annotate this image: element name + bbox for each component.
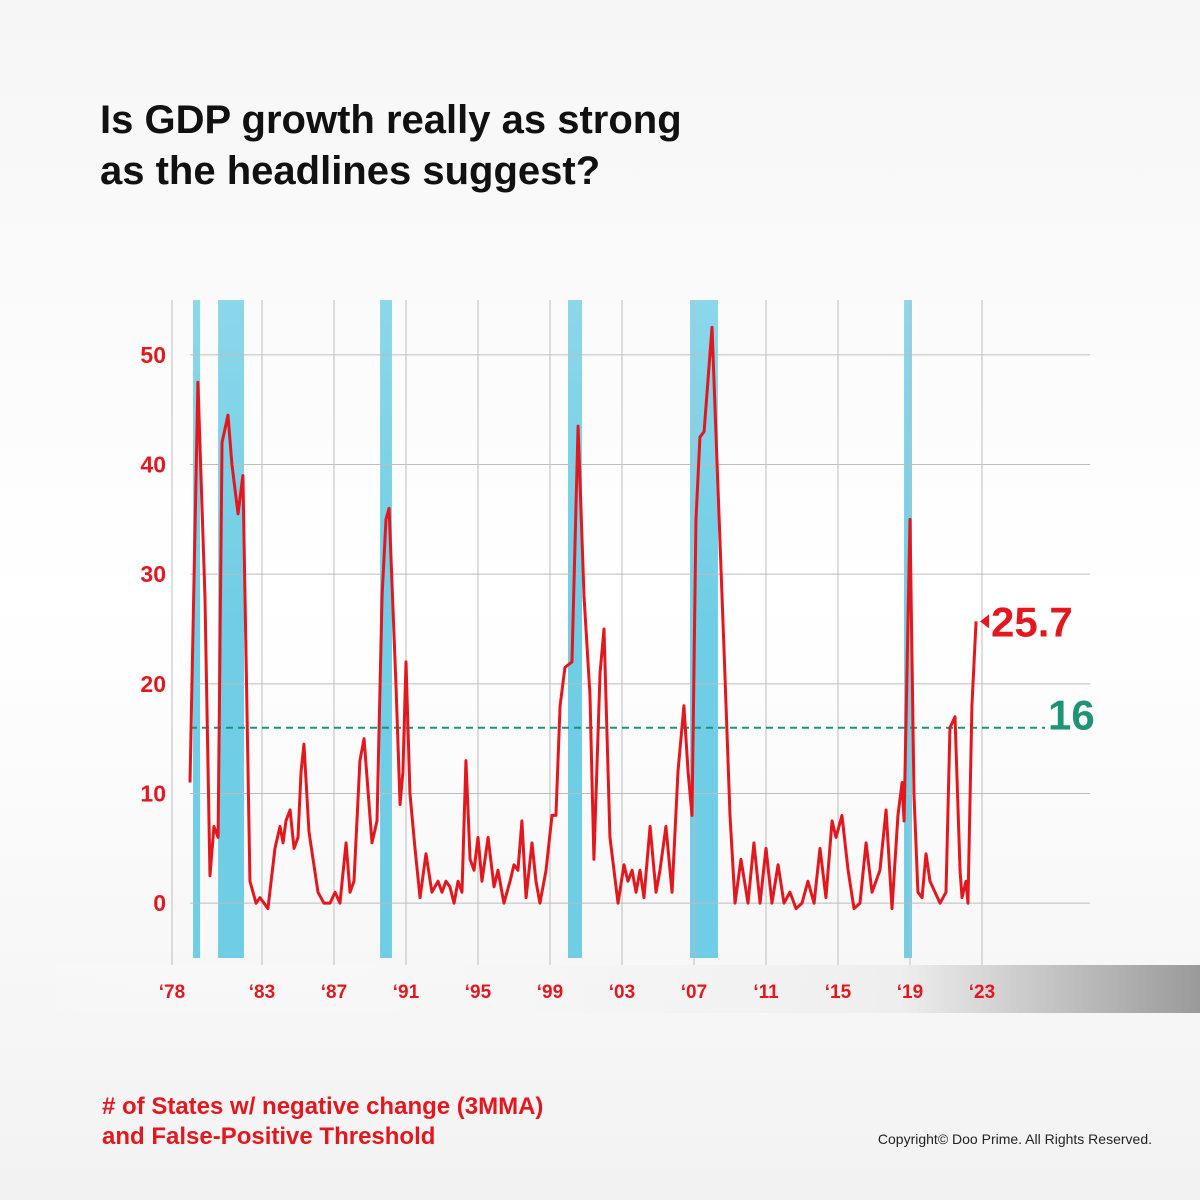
x-tick-label: ‘19 (897, 982, 923, 1003)
x-tick-label: ‘11 (753, 982, 779, 1003)
text-layer: Is GDP growth really as strong as the he… (100, 98, 1152, 1150)
x-tick-label: ‘07 (681, 982, 707, 1003)
end-label: 25.7 (991, 598, 1073, 645)
series-line (188, 325, 978, 911)
threshold-label: 16 (1048, 692, 1095, 739)
chart-subtitle: # of States w/ negative change (3MMA) (102, 1093, 543, 1120)
recession-shade (380, 300, 392, 958)
x-tick-label: ‘91 (393, 982, 420, 1003)
x-tick-label: ‘95 (465, 982, 492, 1003)
y-tick-label: 40 (140, 452, 166, 478)
x-tick-label: ‘83 (249, 982, 275, 1003)
copyright: Copyright© Doo Prime. All Rights Reserve… (878, 1131, 1152, 1147)
chart-title: as the headlines suggest? (100, 149, 600, 193)
x-tick-label: ‘99 (537, 982, 563, 1003)
data-layer (188, 325, 1045, 911)
grid-layer (171, 300, 1090, 965)
y-tick-label: 10 (140, 781, 166, 807)
end-marker (980, 614, 990, 629)
recession-shade (193, 300, 201, 958)
y-tick-label: 20 (140, 671, 166, 697)
y-tick-label: 0 (153, 890, 166, 916)
x-tick-label: ‘23 (969, 982, 995, 1003)
chart-subtitle: and False-Positive Threshold (102, 1123, 435, 1150)
x-tick-label: ‘15 (825, 982, 852, 1003)
recession-shade (568, 300, 583, 958)
recession-shade (218, 300, 244, 958)
y-tick-label: 50 (140, 342, 166, 368)
chart-title: Is GDP growth really as strong (100, 98, 682, 142)
y-tick-label: 30 (140, 561, 166, 587)
x-tick-label: ‘87 (321, 982, 347, 1003)
x-tick-label: ‘78 (159, 982, 185, 1003)
axis-band (0, 965, 1200, 1013)
x-tick-label: ‘03 (609, 982, 635, 1003)
